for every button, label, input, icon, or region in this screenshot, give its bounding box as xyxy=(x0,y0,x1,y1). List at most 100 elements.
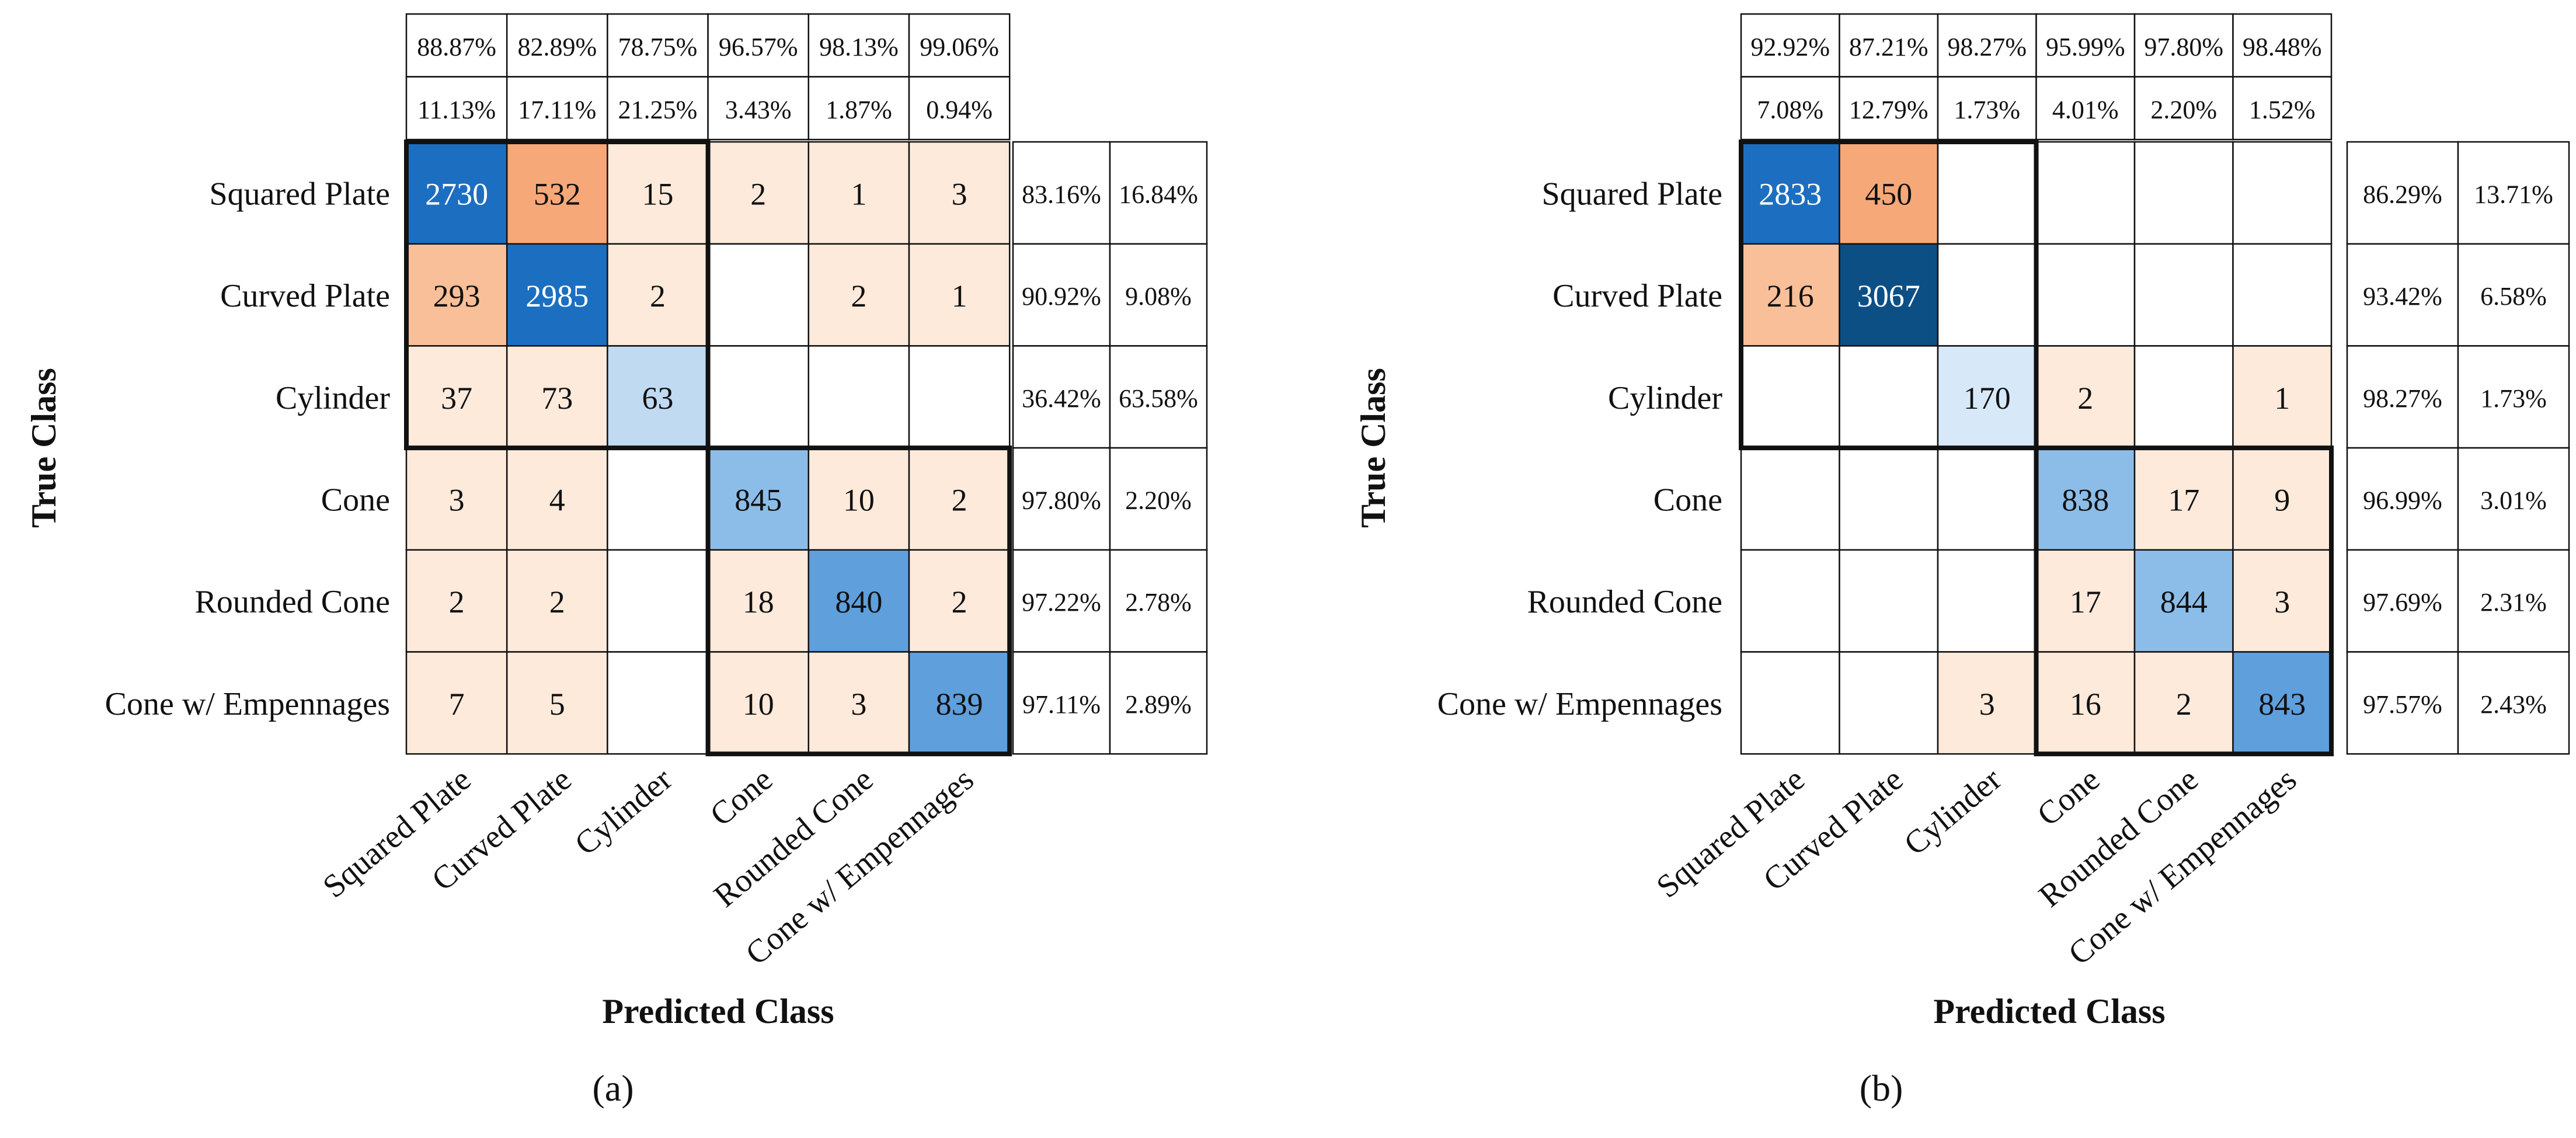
false-negative-value: 2.43% xyxy=(2480,690,2547,719)
cell-value: 63 xyxy=(642,381,674,416)
recall-cell xyxy=(2346,345,2459,449)
precision-value: 97.80% xyxy=(2144,33,2223,61)
recall-cell xyxy=(2346,549,2459,653)
false-negative-value: 2.78% xyxy=(1125,588,1192,617)
cell-value: 17 xyxy=(2070,584,2101,620)
matrix-cell xyxy=(1839,549,1939,653)
cell-value: 10 xyxy=(843,482,875,517)
false-discovery-value: 1.73% xyxy=(1954,95,2020,124)
false-discovery-value: 2.20% xyxy=(2150,95,2217,124)
false-discovery-value: 21.25% xyxy=(618,95,698,124)
recall-value: 97.80% xyxy=(1022,486,1101,514)
matrix-cell xyxy=(405,549,508,653)
false-negative-value: 9.08% xyxy=(1125,282,1192,311)
matrix-cell xyxy=(2035,447,2136,551)
panel-label: (a) xyxy=(592,1067,633,1109)
cell-value: 1 xyxy=(851,176,866,211)
precision-cell xyxy=(807,13,910,78)
false-negative-value: 63.58% xyxy=(1119,384,1198,413)
false-discovery-cell xyxy=(2035,76,2136,141)
matrix-cell xyxy=(1839,141,1939,245)
false-discovery-value: 11.13% xyxy=(417,95,496,124)
matrix-cell xyxy=(1937,345,2037,449)
group-outline xyxy=(705,446,1012,757)
cell-value: 838 xyxy=(2062,482,2109,517)
matrix-cell xyxy=(2035,243,2136,347)
column-label: Cylinder xyxy=(1898,761,2008,862)
false-negative-cell xyxy=(1109,549,1208,653)
matrix-cell xyxy=(1740,549,1840,653)
matrix-cell xyxy=(405,141,508,245)
matrix-cell xyxy=(807,345,910,449)
false-discovery-cell xyxy=(807,76,910,141)
false-negative-cell xyxy=(1109,345,1208,449)
false-discovery-cell xyxy=(2232,76,2333,141)
matrix-cell xyxy=(1839,651,1939,755)
recall-value: 97.57% xyxy=(2363,690,2442,719)
false-discovery-cell xyxy=(1839,76,1939,141)
precision-cell xyxy=(2035,13,2136,78)
false-negative-cell xyxy=(2457,549,2570,653)
row-label: Squared Plate xyxy=(1542,176,1722,212)
matrix-cell xyxy=(908,447,1011,551)
cell-value: 3 xyxy=(449,482,465,517)
cell-value: 2 xyxy=(851,279,866,314)
row-label: Cone w/ Empennages xyxy=(1437,686,1722,722)
matrix-cell xyxy=(807,447,910,551)
matrix-cell xyxy=(1937,651,2037,755)
cell-value: 4 xyxy=(549,482,565,517)
cell-value: 2 xyxy=(2176,687,2192,722)
group-outline xyxy=(2034,446,2334,757)
matrix-cell xyxy=(2232,651,2333,755)
cell-value: 293 xyxy=(433,279,481,314)
matrix-cell xyxy=(1937,447,2037,551)
matrix-cell xyxy=(1740,447,1840,551)
cell-value: 532 xyxy=(534,176,581,211)
matrix-cell xyxy=(807,651,910,755)
false-discovery-value: 7.08% xyxy=(1757,95,1823,124)
cell-value: 15 xyxy=(642,176,674,211)
cell-value: 1 xyxy=(952,279,967,314)
precision-cell xyxy=(1740,13,1840,78)
matrix-cell xyxy=(2035,345,2136,449)
precision-value: 78.75% xyxy=(618,33,698,61)
cell-value: 73 xyxy=(541,381,573,416)
row-label: Curved Plate xyxy=(1552,278,1722,314)
recall-cell xyxy=(2346,243,2459,347)
row-label: Squared Plate xyxy=(210,176,390,212)
precision-value: 87.21% xyxy=(1849,33,1928,61)
matrix-cell xyxy=(908,141,1011,245)
recall-cell xyxy=(1012,243,1111,347)
matrix-cell xyxy=(1937,549,2037,653)
precision-value: 92.92% xyxy=(1750,33,1830,61)
column-label: Cylinder xyxy=(568,761,679,862)
matrix-cell xyxy=(607,549,709,653)
recall-value: 36.42% xyxy=(1022,384,1101,413)
recall-cell xyxy=(2346,141,2459,245)
row-label: Cylinder xyxy=(276,380,390,416)
x-axis-title: Predicted Class xyxy=(1933,992,2165,1031)
false-negative-cell xyxy=(2457,345,2570,449)
precision-value: 98.13% xyxy=(819,33,899,61)
cell-value: 16 xyxy=(2070,687,2101,722)
group-outline xyxy=(404,140,711,451)
cell-value: 5 xyxy=(549,687,565,722)
cell-value: 170 xyxy=(1964,381,2011,416)
matrix-cell xyxy=(506,549,608,653)
matrix-cell xyxy=(1740,651,1840,755)
precision-value: 98.27% xyxy=(1947,33,2027,61)
false-discovery-cell xyxy=(405,76,508,141)
matrix-cell xyxy=(908,243,1011,347)
false-negative-cell xyxy=(2457,651,2570,755)
precision-value: 95.99% xyxy=(2046,33,2125,61)
cell-value: 2 xyxy=(449,584,465,620)
false-negative-value: 2.89% xyxy=(1125,690,1192,719)
matrix-cell xyxy=(2232,345,2333,449)
matrix-cell xyxy=(2232,549,2333,653)
recall-value: 97.11% xyxy=(1022,690,1101,719)
false-discovery-value: 17.11% xyxy=(518,95,596,124)
cell-value: 3 xyxy=(2274,584,2290,620)
precision-value: 99.06% xyxy=(920,33,999,61)
matrix-cell xyxy=(506,141,608,245)
recall-cell xyxy=(1012,141,1111,245)
